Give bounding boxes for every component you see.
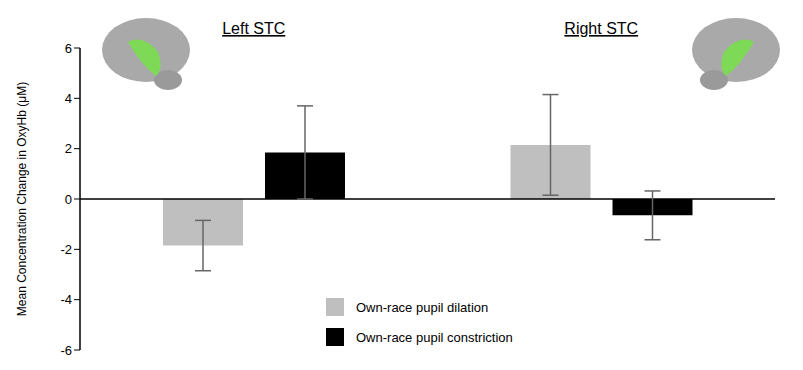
html-text:Own-race pupil dilation: Own-race pupil dilation bbox=[356, 299, 489, 315]
svg-text:-2: -2 bbox=[60, 242, 72, 257]
svg-text:4: 4 bbox=[65, 91, 72, 106]
svg-text:Mean Concentration Change in O: Mean Concentration Change in OxyHb (μM) bbox=[15, 82, 29, 316]
svg-text:6: 6 bbox=[65, 41, 72, 56]
svg-text:0: 0 bbox=[65, 192, 72, 207]
svg-text:Right STC: Right STC bbox=[564, 20, 638, 37]
svg-text:2: 2 bbox=[65, 141, 72, 156]
svg-text:Left STC: Left STC bbox=[222, 20, 285, 37]
svg-text:-6: -6 bbox=[60, 343, 72, 358]
svg-text:-4: -4 bbox=[60, 292, 72, 307]
html-text:Own-race pupil constriction: Own-race pupil constriction bbox=[356, 329, 513, 345]
